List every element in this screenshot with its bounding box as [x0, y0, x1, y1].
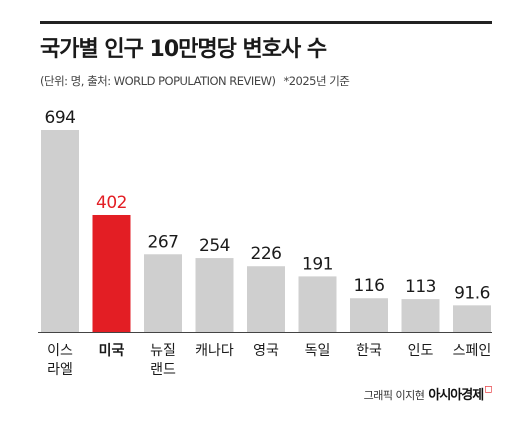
- bar: [41, 130, 79, 332]
- bar: [453, 305, 491, 332]
- category-label: 랜드: [150, 362, 176, 378]
- data-label: 113: [405, 277, 436, 297]
- category-label: 이스: [47, 343, 73, 359]
- bar: [401, 299, 440, 332]
- category-label: 인도: [408, 343, 434, 359]
- category-label: 라엘: [47, 362, 73, 378]
- credit-author: 그래픽 이지현: [363, 389, 425, 402]
- chart-title: 국가별 인구 10만명당 변호사 수: [40, 37, 327, 62]
- brand-logo: 아시아경제: [428, 388, 484, 403]
- bar: [298, 276, 337, 332]
- data-label: 191: [302, 254, 333, 274]
- category-label: 뉴질: [150, 343, 176, 359]
- data-label: 91.6: [454, 283, 490, 303]
- bar: [195, 258, 234, 332]
- chart-subtitle: (단위: 명, 출처: WORLD POPULATION REVIEW) *202…: [40, 73, 350, 89]
- category-label: 영국: [253, 343, 279, 359]
- category-label: 미국: [99, 343, 125, 359]
- bar: [350, 298, 388, 332]
- data-label: 116: [354, 276, 385, 296]
- year-note: *2025년 기준: [283, 74, 350, 88]
- bar: [92, 214, 131, 332]
- brand-mark-icon: ◻: [484, 384, 492, 395]
- data-label: 694: [45, 108, 76, 128]
- data-label: 254: [199, 236, 230, 256]
- data-label: 267: [148, 232, 179, 252]
- top-rule: [40, 21, 492, 24]
- credit: 그래픽 이지현 아시아경제◻: [363, 384, 493, 403]
- category-label: 한국: [356, 343, 382, 359]
- bar: [144, 254, 182, 332]
- category-label: 캐나다: [195, 343, 234, 359]
- source-note: (단위: 명, 출처: WORLD POPULATION REVIEW): [40, 74, 276, 88]
- bar: [247, 266, 285, 332]
- data-label: 226: [251, 244, 282, 264]
- category-label: 스페인: [453, 343, 492, 359]
- category-label: 독일: [305, 343, 331, 359]
- data-label: 402: [96, 193, 127, 213]
